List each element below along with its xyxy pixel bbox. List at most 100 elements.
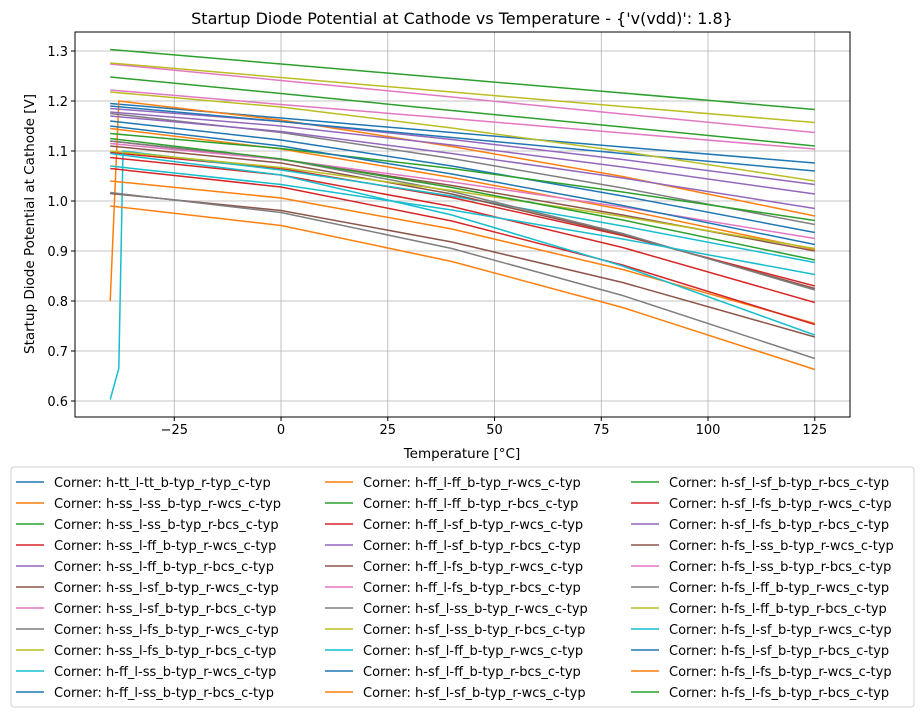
legend-item: Corner: h-ss_l-ff_b-typ_r-wcs_c-typ bbox=[16, 539, 276, 554]
legend-label: Corner: h-ss_l-sf_b-typ_r-bcs_c-typ bbox=[54, 602, 276, 617]
legend-label: Corner: h-ff_l-fs_b-typ_r-wcs_c-typ bbox=[363, 560, 583, 575]
legend-label: Corner: h-ss_l-fs_b-typ_r-wcs_c-typ bbox=[54, 623, 279, 638]
legend-label: Corner: h-ss_l-ff_b-typ_r-bcs_c-typ bbox=[54, 560, 274, 575]
series-line bbox=[110, 115, 815, 210]
series-lines bbox=[109, 48, 816, 400]
legend-label: Corner: h-ff_l-ss_b-typ_r-wcs_c-typ bbox=[54, 665, 276, 680]
legend-label: Corner: h-sf_l-ff_b-typ_r-wcs_c-typ bbox=[363, 644, 583, 659]
chart-title: Startup Diode Potential at Cathode vs Te… bbox=[191, 9, 733, 28]
ticks: −25 0 25 50 75 100 125 0.6 0.7 0.8 0.9 1.0 1.1 1.2 1.3 bbox=[47, 45, 827, 438]
y-tick-label: 1.3 bbox=[47, 45, 68, 60]
legend-item: Corner: h-sf_l-ff_b-typ_r-wcs_c-typ bbox=[325, 644, 583, 659]
y-tick-label: 0.6 bbox=[47, 395, 68, 410]
series-line bbox=[110, 132, 815, 222]
legend-item: Corner: h-ss_l-fs_b-typ_r-bcs_c-typ bbox=[16, 644, 276, 659]
x-axis-label: Temperature [°C] bbox=[403, 446, 521, 462]
legend-label: Corner: h-fs_l-ff_b-typ_r-bcs_c-typ bbox=[669, 602, 887, 617]
series-line bbox=[110, 89, 815, 150]
legend-label: Corner: h-ff_l-sf_b-typ_r-wcs_c-typ bbox=[363, 518, 583, 533]
series-line bbox=[110, 107, 815, 186]
series-line bbox=[110, 62, 815, 124]
legend-label: Corner: h-fs_l-sf_b-typ_r-wcs_c-typ bbox=[669, 623, 892, 638]
legend-item: Corner: h-sf_l-sf_b-typ_r-bcs_c-typ bbox=[631, 476, 889, 491]
x-tick-label: 25 bbox=[380, 423, 397, 438]
series-line bbox=[110, 48, 815, 111]
legend-item: Corner: h-ss_l-ss_b-typ_r-wcs_c-typ bbox=[16, 497, 281, 512]
x-tick-label: 75 bbox=[593, 423, 610, 438]
x-tick-label: 125 bbox=[802, 423, 827, 438]
legend-item: Corner: h-sf_l-ff_b-typ_r-bcs_c-typ bbox=[325, 665, 581, 680]
legend-label: Corner: h-fs_l-ss_b-typ_r-bcs_c-typ bbox=[669, 560, 891, 575]
legend-item: Corner: h-sf_l-sf_b-typ_r-wcs_c-typ bbox=[325, 686, 586, 701]
legend-label: Corner: h-ss_l-ss_b-typ_r-wcs_c-typ bbox=[54, 497, 281, 512]
legend-item: Corner: h-fs_l-sf_b-typ_r-wcs_c-typ bbox=[631, 623, 892, 638]
series-line bbox=[110, 105, 815, 172]
legend-item: Corner: h-ff_l-ss_b-typ_r-bcs_c-typ bbox=[16, 686, 274, 701]
legend-label: Corner: h-sf_l-ss_b-typ_r-bcs_c-typ bbox=[363, 623, 585, 638]
legend-label: Corner: h-fs_l-ff_b-typ_r-wcs_c-typ bbox=[669, 581, 889, 596]
legend-item: Corner: h-fs_l-fs_b-typ_r-bcs_c-typ bbox=[631, 686, 889, 701]
legend-item: Corner: h-ss_l-sf_b-typ_r-wcs_c-typ bbox=[16, 581, 279, 596]
series-line bbox=[110, 205, 816, 371]
series-line bbox=[110, 63, 815, 134]
legend-item: Corner: h-sf_l-ss_b-typ_r-wcs_c-typ bbox=[325, 602, 588, 617]
legend-item: Corner: h-ff_l-ff_b-typ_r-bcs_c-typ bbox=[325, 497, 578, 512]
series-line bbox=[110, 125, 815, 246]
series-line bbox=[110, 111, 815, 195]
x-tick-label: −25 bbox=[161, 423, 188, 438]
legend-item: Corner: h-fs_l-fs_b-typ_r-wcs_c-typ bbox=[631, 665, 892, 680]
legend-item: Corner: h-fs_l-ss_b-typ_r-bcs_c-typ bbox=[631, 560, 891, 575]
series-line bbox=[110, 192, 816, 338]
x-tick-label: 0 bbox=[277, 423, 285, 438]
legend-item: Corner: h-ff_l-fs_b-typ_r-bcs_c-typ bbox=[325, 581, 581, 596]
legend-label: Corner: h-fs_l-fs_b-typ_r-wcs_c-typ bbox=[669, 665, 892, 680]
y-axis-label: Startup Diode Potential at Cathode [V] bbox=[22, 94, 38, 354]
series-line bbox=[110, 142, 815, 240]
legend-item: Corner: h-fs_l-ff_b-typ_r-bcs_c-typ bbox=[631, 602, 887, 617]
legend-label: Corner: h-ss_l-ss_b-typ_r-bcs_c-typ bbox=[54, 518, 279, 533]
legend-label: Corner: h-sf_l-sf_b-typ_r-wcs_c-typ bbox=[363, 686, 586, 701]
legend-box bbox=[10, 466, 915, 708]
series-line bbox=[110, 120, 815, 234]
series-line bbox=[110, 76, 815, 147]
legend-item: Corner: h-fs_l-ff_b-typ_r-wcs_c-typ bbox=[631, 581, 889, 596]
legend-item: Corner: h-sf_l-fs_b-typ_r-bcs_c-typ bbox=[631, 518, 889, 533]
series-line bbox=[110, 150, 815, 250]
y-tick-label: 1.2 bbox=[47, 95, 68, 110]
legend-item: Corner: h-sf_l-fs_b-typ_r-wcs_c-typ bbox=[631, 497, 892, 512]
legend-label: Corner: h-ff_l-sf_b-typ_r-bcs_c-typ bbox=[363, 539, 581, 554]
legend-label: Corner: h-sf_l-sf_b-typ_r-bcs_c-typ bbox=[669, 476, 889, 491]
x-tick-label: 50 bbox=[486, 423, 503, 438]
legend-label: Corner: h-sf_l-ff_b-typ_r-bcs_c-typ bbox=[363, 665, 581, 680]
legend-item: Corner: h-ss_l-sf_b-typ_r-bcs_c-typ bbox=[16, 602, 276, 617]
axes-frame bbox=[74, 31, 851, 418]
legend-item: Corner: h-ff_l-ff_b-typ_r-wcs_c-typ bbox=[325, 476, 581, 491]
series-line bbox=[109, 150, 815, 400]
legend-label: Corner: h-ss_l-ff_b-typ_r-wcs_c-typ bbox=[54, 539, 276, 554]
y-tick-label: 1.0 bbox=[47, 195, 68, 210]
series-line bbox=[110, 180, 816, 325]
legend-item: Corner: h-fs_l-ss_b-typ_r-wcs_c-typ bbox=[631, 539, 894, 554]
legend-item: Corner: h-ss_l-ff_b-typ_r-bcs_c-typ bbox=[16, 560, 274, 575]
x-tick-label: 100 bbox=[696, 423, 721, 438]
legend-label: Corner: h-ff_l-ss_b-typ_r-bcs_c-typ bbox=[54, 686, 274, 701]
legend-label: Corner: h-fs_l-fs_b-typ_r-bcs_c-typ bbox=[669, 686, 889, 701]
series-line bbox=[110, 137, 815, 261]
legend-item: Corner: h-ff_l-fs_b-typ_r-wcs_c-typ bbox=[325, 560, 583, 575]
y-tick-label: 0.8 bbox=[47, 295, 68, 310]
legend-label: Corner: h-ff_l-ff_b-typ_r-bcs_c-typ bbox=[363, 497, 578, 512]
series-line bbox=[110, 167, 816, 326]
legend-item: Corner: h-ff_l-sf_b-typ_r-wcs_c-typ bbox=[325, 518, 583, 533]
legend-item: Corner: h-ff_l-sf_b-typ_r-bcs_c-typ bbox=[325, 539, 581, 554]
legend-label: Corner: h-sf_l-fs_b-typ_r-wcs_c-typ bbox=[669, 497, 892, 512]
series-line bbox=[110, 91, 815, 182]
legend-label: Corner: h-ff_l-fs_b-typ_r-bcs_c-typ bbox=[363, 581, 581, 596]
series-line bbox=[110, 140, 816, 291]
series-line bbox=[110, 165, 815, 276]
y-tick-label: 1.1 bbox=[47, 145, 68, 160]
legend-label: Corner: h-sf_l-fs_b-typ_r-bcs_c-typ bbox=[669, 518, 889, 533]
legend-label: Corner: h-ss_l-sf_b-typ_r-wcs_c-typ bbox=[54, 581, 279, 596]
legend-label: Corner: h-sf_l-ss_b-typ_r-wcs_c-typ bbox=[363, 602, 588, 617]
series-line bbox=[110, 127, 815, 251]
